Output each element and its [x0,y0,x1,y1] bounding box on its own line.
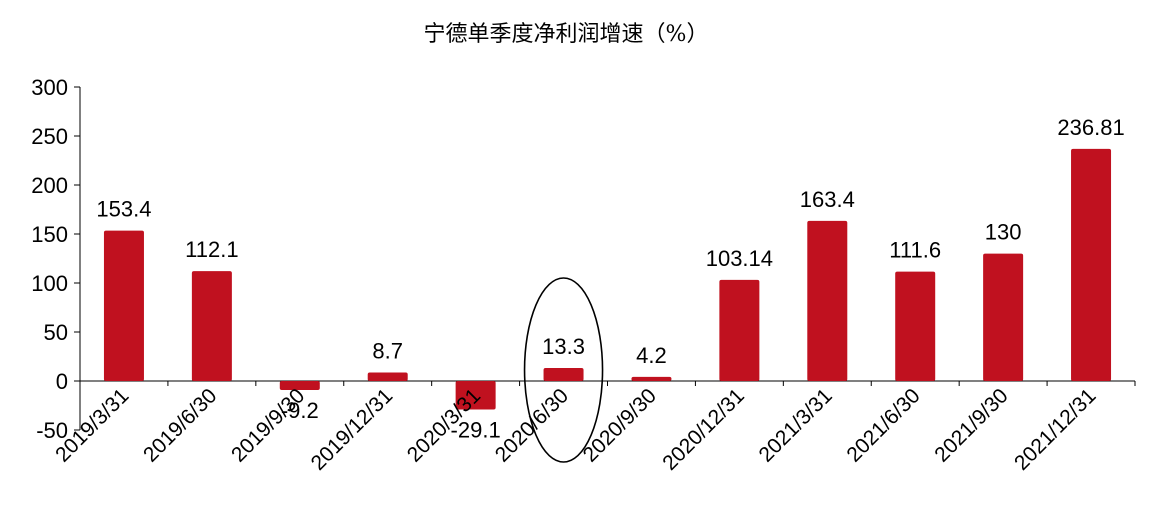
highlight-ellipse [523,277,604,463]
category-label: 2019/6/30 [139,384,221,466]
data-label: 236.81 [1057,115,1124,140]
data-label: -29.1 [451,418,501,443]
y-tick-label: 200 [31,173,68,198]
data-label: 112.1 [185,237,238,262]
bar [191,271,232,381]
data-label: 163.4 [800,187,855,212]
y-tick-label: 300 [31,75,68,100]
category-label: 2021/6/30 [842,384,924,466]
category-label: 2021/3/31 [754,384,836,466]
category-label: 2020/9/30 [579,384,661,466]
data-label: -9.2 [281,398,319,423]
category-label: 2019/12/31 [307,384,398,475]
category-label: 2019/9/30 [227,384,309,466]
y-tick-label: 50 [44,320,68,345]
category-label: 2021/12/31 [1010,384,1101,475]
data-label: 103.14 [706,246,773,271]
bar [367,372,408,381]
y-tick-label: 0 [56,369,68,394]
data-label: 130 [985,220,1022,245]
bar [543,367,584,381]
data-label: 111.6 [889,238,941,263]
bar [983,253,1024,381]
bar [895,271,936,381]
y-tick-label: 100 [31,271,68,296]
bar [1071,148,1112,381]
bar [807,220,848,381]
y-tick-label: 250 [31,124,68,149]
chart-title: 宁德单季度净利润增速（%） [424,22,709,47]
data-label: 153.4 [96,197,151,222]
bar [455,381,496,410]
data-label: 13.3 [542,334,585,359]
bar [631,376,672,381]
bar [719,279,760,381]
y-tick-label: -50 [36,418,68,443]
bar [279,381,320,391]
category-label: 2021/9/30 [930,384,1012,466]
highlight-group [523,277,604,463]
data-labels: 153.4 112.1 -9.2 8.7 -29.1 13.3 4.2 103.14 163.4… [96,115,1124,443]
axes: -50 0 50 100 150 200 250 300 [31,75,1136,443]
y-tick-label: 150 [31,222,68,247]
data-label: 8.7 [372,338,403,363]
category-label: 2020/12/31 [658,384,749,475]
bars [103,148,1112,410]
data-label: 4.2 [636,343,667,368]
bar [103,230,144,381]
